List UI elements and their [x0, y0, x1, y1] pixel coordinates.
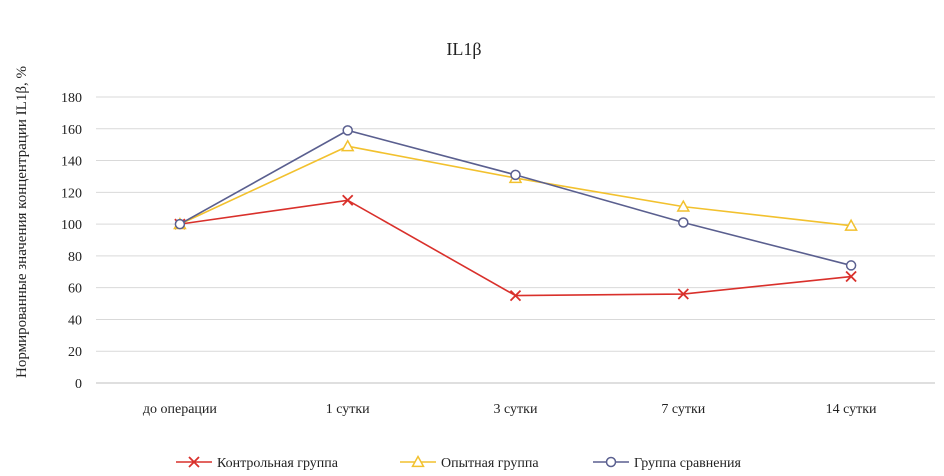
x-tick-label: 3 сутки — [494, 402, 538, 417]
y-tick-label: 0 — [75, 377, 82, 392]
legend-label: Контрольная группа — [217, 456, 339, 471]
y-tick-label: 120 — [61, 186, 82, 201]
point-marker-triangle — [340, 139, 355, 152]
x-tick-label: 1 сутки — [326, 402, 370, 417]
y-tick-label: 80 — [68, 250, 82, 265]
point-marker-circle — [605, 456, 617, 468]
y-tick-label: 40 — [68, 313, 82, 328]
y-axis-label: Нормированные значения концентрации IL1β… — [14, 66, 30, 378]
point-marker-x — [677, 288, 689, 300]
legend-item-3: Группа сравнения — [593, 456, 741, 471]
legend-label: Опытная группа — [441, 456, 539, 471]
point-marker-triangle — [844, 218, 858, 231]
point-marker-x — [188, 456, 200, 468]
gridlines — [96, 96, 935, 384]
y-tick-label: 60 — [68, 282, 82, 297]
legend-item-1: Контрольная группа — [176, 456, 339, 471]
y-tick-label: 20 — [68, 345, 82, 360]
series-group — [173, 125, 858, 302]
legend-item-2: Опытная группа — [400, 454, 539, 471]
legend: Контрольная группа Опытная группа Группа с… — [176, 454, 741, 471]
point-marker-triangle — [676, 199, 691, 212]
y-tick-labels: 0 20 40 60 80 100 120 140 160 180 — [61, 91, 82, 392]
y-tick-label: 180 — [61, 91, 82, 106]
chart-title: IL1β — [446, 39, 481, 59]
point-marker-x — [845, 270, 857, 283]
x-tick-labels: до операции 1 сутки 3 сутки 7 сутки 14 сутки — [143, 402, 877, 417]
x-tick-label: до операции — [143, 402, 218, 417]
series-2 — [173, 139, 858, 231]
legend-label: Группа сравнения — [634, 456, 741, 471]
point-marker-triangle — [411, 454, 425, 468]
point-marker-circle — [174, 218, 186, 230]
series-1 — [174, 194, 857, 302]
y-tick-label: 160 — [61, 123, 82, 138]
y-tick-label: 140 — [61, 155, 82, 170]
point-marker-circle — [678, 217, 689, 228]
point-marker-circle — [510, 169, 521, 181]
y-tick-label: 100 — [61, 218, 82, 233]
series-3 — [174, 125, 857, 271]
point-marker-x — [342, 194, 354, 206]
series-line — [179, 129, 852, 267]
point-marker-circle — [342, 125, 353, 136]
x-tick-label: 7 сутки — [661, 402, 705, 417]
point-marker-circle — [845, 260, 857, 271]
series-line — [179, 145, 852, 227]
point-marker-x — [509, 289, 522, 302]
x-tick-label: 14 сутки — [826, 402, 877, 417]
